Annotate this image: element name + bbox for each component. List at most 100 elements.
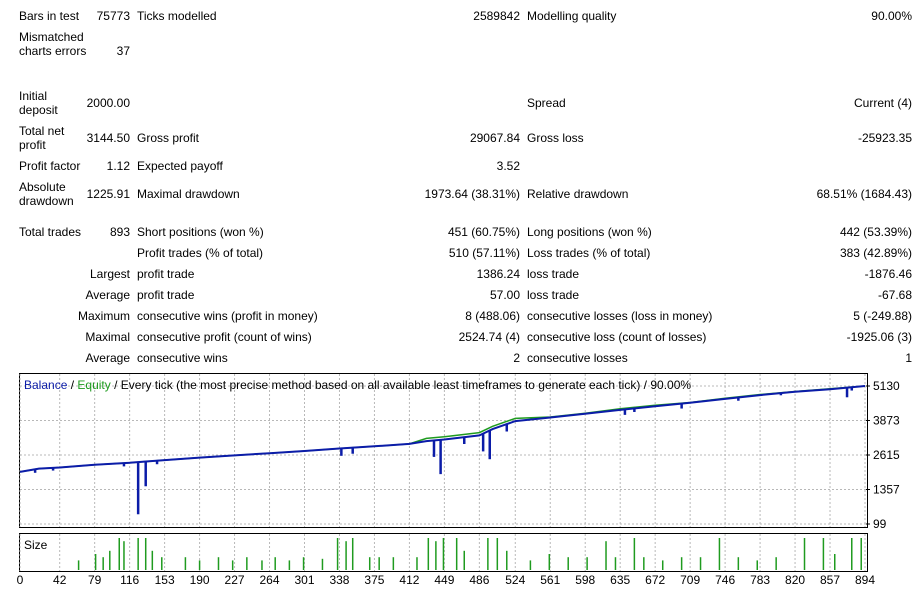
average-consec-wins-value: 2	[513, 351, 520, 365]
bars-in-test-label: Bars in test	[19, 9, 80, 23]
expected-payoff-label: Expected payoff	[137, 159, 223, 173]
loss-trades-label: Loss trades (% of total)	[527, 246, 651, 260]
long-positions-label: Long positions (won %)	[527, 225, 652, 239]
spread-label: Spread	[527, 96, 566, 110]
x-tick-label: 486	[469, 573, 489, 587]
loss-trades-value: 383 (42.89%)	[839, 246, 912, 260]
balance-chart: Balance / Equity / Every tick (the most …	[19, 373, 868, 528]
ticks-modelled-value: 2589842	[473, 9, 520, 23]
absolute-drawdown-value: 1225.91	[86, 187, 130, 201]
maximal-drawdown-label: Maximal drawdown	[137, 187, 240, 201]
size-label: Size	[24, 538, 48, 552]
maximal-profit-value: 2524.74 (4)	[458, 330, 520, 344]
total-trades-value: 893	[109, 225, 130, 239]
profit-trades-label: Profit trades (% of total)	[137, 246, 264, 260]
largest-label: Largest	[89, 267, 130, 281]
largest-profit-label: profit trade	[137, 267, 195, 281]
x-tick-label: 746	[715, 573, 735, 587]
maximal-label: Maximal	[85, 330, 130, 344]
spread-value: Current (4)	[853, 96, 912, 110]
average-consec-losses-value: 1	[905, 351, 912, 365]
initial-deposit-label: Initial deposit	[19, 89, 58, 117]
x-tick-label: 820	[785, 573, 805, 587]
x-tick-label: 153	[155, 573, 175, 587]
x-tick-label: 598	[575, 573, 595, 587]
x-tick-label: 375	[364, 573, 384, 587]
svg-text:Balance / Equity / Every tick: Balance / Equity / Every tick (the most …	[24, 378, 691, 392]
mismatched-label: Mismatched charts errors	[19, 30, 87, 58]
y-tick-label: 5130	[873, 379, 900, 393]
x-tick-label: 709	[680, 573, 700, 587]
profit-trades-value: 510 (57.11%)	[448, 246, 520, 260]
maximum-label: Maximum	[77, 309, 130, 323]
bars-in-test-value: 75773	[96, 9, 130, 23]
y-tick-label: 2615	[873, 448, 900, 462]
gross-profit-label: Gross profit	[137, 131, 200, 145]
total-net-profit-label: Total net profit	[19, 124, 65, 152]
balance-chart-plot: Balance / Equity / Every tick (the most …	[19, 374, 867, 527]
maximal-loss-label: consecutive loss (count of losses)	[527, 330, 707, 344]
x-tick-label: 894	[855, 573, 875, 587]
x-tick-label: 190	[190, 573, 210, 587]
absolute-drawdown-label: Absolute drawdown	[19, 180, 74, 208]
average-profit-value: 57.00	[489, 288, 520, 302]
maximal-profit-label: consecutive profit (count of wins)	[137, 330, 312, 344]
gross-profit-value: 29067.84	[469, 131, 520, 145]
maximum-wins-label: consecutive wins (profit in money)	[137, 309, 318, 323]
gross-loss-value: -25923.35	[857, 131, 912, 145]
modelling-quality-label: Modelling quality	[527, 9, 617, 23]
long-positions-value: 442 (53.39%)	[839, 225, 912, 239]
relative-drawdown-value: 68.51% (1684.43)	[816, 187, 912, 201]
average-consec-losses-label: consecutive losses	[527, 351, 628, 365]
x-tick-label: 857	[820, 573, 840, 587]
legend-description: Every tick (the most precise method base…	[121, 378, 692, 392]
size-chart-plot: Size	[19, 534, 866, 571]
legend-sep-2: /	[111, 378, 121, 392]
maximum-wins-value: 8 (488.06)	[465, 309, 520, 323]
x-tick-label: 79	[88, 573, 102, 587]
short-positions-value: 451 (60.75%)	[447, 225, 520, 239]
relative-drawdown-label: Relative drawdown	[527, 187, 629, 201]
profit-factor-value: 1.12	[106, 159, 130, 173]
x-tick-label: 42	[53, 573, 67, 587]
y-tick-label: 3873	[873, 413, 900, 427]
initial-deposit-value: 2000.00	[86, 96, 130, 110]
total-trades-label: Total trades	[19, 225, 82, 239]
largest-loss-label: loss trade	[527, 267, 580, 281]
legend-balance: Balance	[24, 378, 68, 392]
x-tick-label: 561	[540, 573, 560, 587]
x-tick-label: 783	[750, 573, 770, 587]
short-positions-label: Short positions (won %)	[137, 225, 264, 239]
ticks-modelled-label: Ticks modelled	[137, 9, 217, 23]
x-tick-label: 412	[399, 573, 419, 587]
total-net-profit-value: 3144.50	[86, 131, 130, 145]
x-tick-label: 116	[120, 573, 139, 587]
gross-loss-label: Gross loss	[527, 131, 584, 145]
expected-payoff-value: 3.52	[496, 159, 520, 173]
average-consec-label: Average	[85, 351, 130, 365]
maximal-drawdown-value: 1973.64 (38.31%)	[424, 187, 520, 201]
legend-sep-1: /	[67, 378, 77, 392]
average-loss-value: -67.68	[877, 288, 912, 302]
profit-factor-label: Profit factor	[19, 159, 81, 173]
maximal-loss-value: -1925.06 (3)	[846, 330, 912, 344]
x-tick-label: 301	[294, 573, 314, 587]
average-profit-label: profit trade	[137, 288, 195, 302]
x-tick-label: 672	[645, 573, 665, 587]
average-loss-label: loss trade	[527, 288, 580, 302]
x-tick-label: 227	[225, 573, 245, 587]
maximum-losses-value: 5 (-249.88)	[853, 309, 912, 323]
mismatched-value: 37	[116, 44, 130, 58]
x-tick-label: 449	[434, 573, 454, 587]
size-chart: Size	[19, 533, 868, 572]
x-tick-label: 264	[260, 573, 280, 587]
y-tick-label: 1357	[873, 482, 900, 496]
balance-line	[19, 385, 866, 473]
x-tick-label: 635	[610, 573, 630, 587]
maximum-losses-label: consecutive losses (loss in money)	[527, 309, 713, 323]
largest-profit-value: 1386.24	[476, 267, 520, 281]
x-tick-label: 524	[505, 573, 525, 587]
legend-equity: Equity	[77, 378, 110, 392]
largest-loss-value: -1876.46	[864, 267, 912, 281]
average-consec-wins-label: consecutive wins	[137, 351, 228, 365]
